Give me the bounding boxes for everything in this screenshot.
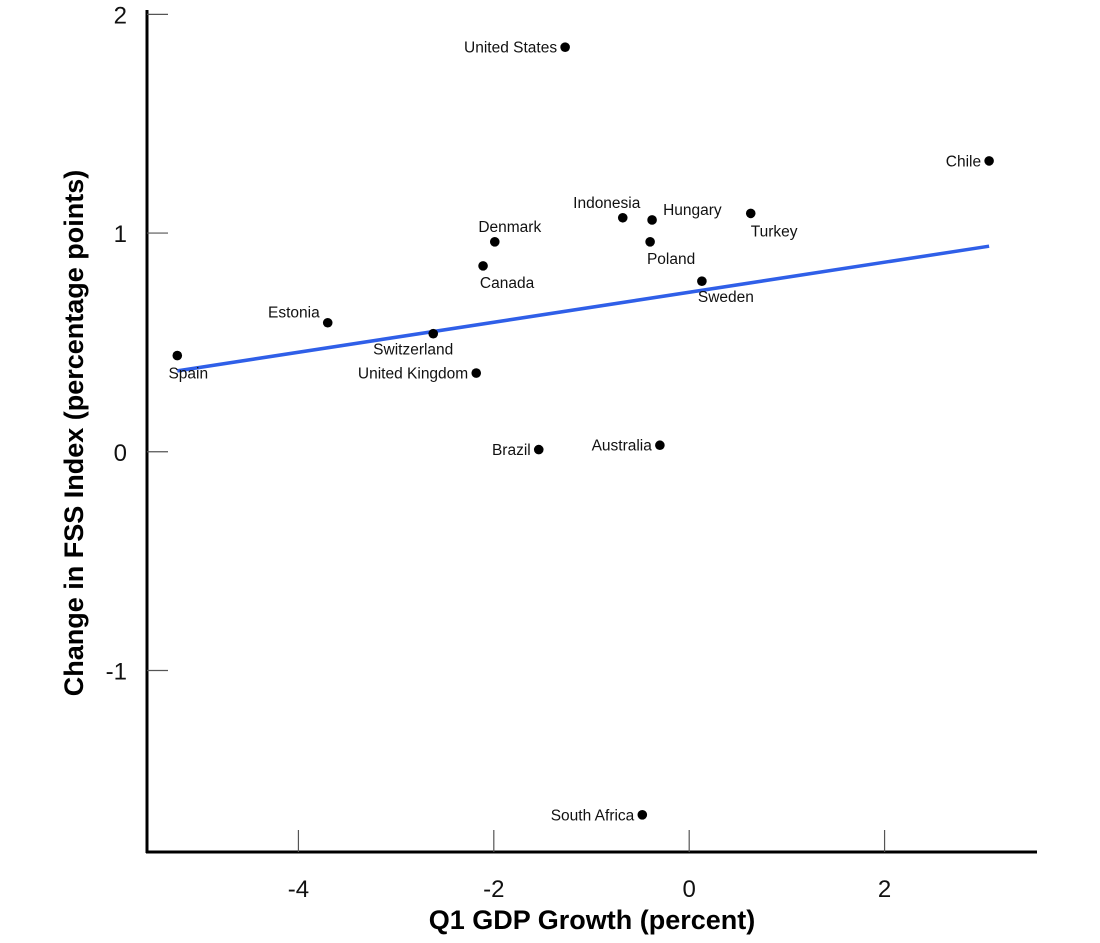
x-tick-label: -2 — [483, 876, 504, 903]
x-tick-label: -4 — [288, 876, 309, 903]
x-tick-label: 0 — [683, 876, 696, 903]
fit-line-group — [177, 244, 990, 373]
y-tick-label: 0 — [114, 440, 127, 467]
x-axis-title: Q1 GDP Growth (percent) — [429, 905, 756, 935]
data-point — [478, 261, 488, 271]
point-label: Chile — [946, 153, 981, 170]
data-point — [745, 208, 756, 219]
y-ticks: -1 0 1 2 — [106, 2, 168, 685]
point-label: South Africa — [551, 807, 635, 824]
point-label: Turkey — [751, 223, 798, 240]
data-point — [647, 215, 657, 225]
point-label: Denmark — [478, 219, 541, 236]
point-label: Spain — [168, 366, 208, 383]
data-point — [697, 276, 707, 286]
data-point — [645, 237, 655, 247]
point-label: Canada — [480, 275, 535, 292]
data-point — [637, 810, 648, 820]
point-label: United Kingdom — [358, 366, 468, 383]
x-tick-label: 2 — [878, 876, 891, 903]
data-point — [489, 237, 500, 247]
fit-line — [177, 244, 990, 373]
data-point — [471, 368, 482, 378]
data-point — [322, 317, 333, 328]
point-label: Brazil — [492, 442, 531, 459]
point-label: Sweden — [698, 289, 754, 306]
points: United States Chile Indonesia Hungary Turkey… — [168, 40, 994, 824]
point-label: Indonesia — [573, 195, 641, 212]
data-point — [533, 444, 544, 455]
y-tick-label: -1 — [106, 658, 127, 685]
point-label: Poland — [647, 251, 695, 268]
x-ticks: -4 -2 0 2 — [288, 830, 891, 903]
axes — [145, 10, 1037, 854]
y-tick-label: 1 — [114, 221, 127, 248]
y-axis-title: Change in FSS Index (percentage points) — [59, 170, 89, 697]
point-label: Switzerland — [373, 342, 453, 359]
point-label: Hungary — [663, 202, 722, 219]
data-point — [428, 328, 439, 339]
data-point — [617, 212, 628, 223]
y-tick-label: 2 — [114, 2, 127, 29]
data-point — [560, 42, 570, 52]
data-point — [655, 440, 665, 451]
data-point — [172, 350, 183, 361]
point-label: Estonia — [268, 305, 320, 322]
point-label: United States — [464, 40, 557, 57]
data-point — [984, 156, 994, 166]
point-label: Australia — [592, 438, 653, 455]
